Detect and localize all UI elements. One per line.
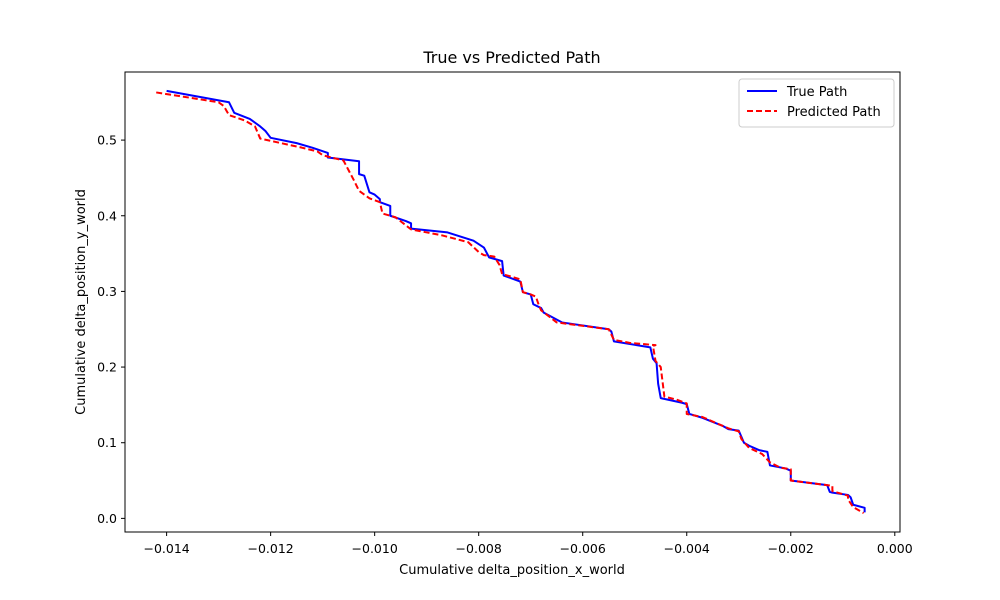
- y-tick-label: 0.5: [97, 133, 117, 148]
- x-tick-label: −0.002: [768, 541, 814, 556]
- y-tick-label: 0.3: [97, 284, 117, 299]
- y-tick-label: 0.1: [97, 435, 117, 450]
- legend-label-true-path: True Path: [786, 85, 847, 100]
- legend: True Path Predicted Path: [738, 78, 895, 128]
- plot-frame: [124, 71, 901, 533]
- plot-area: [125, 72, 900, 532]
- x-tick-label: −0.006: [560, 541, 606, 556]
- x-tick-label: 0.000: [877, 541, 913, 556]
- y-tick-label: 0.2: [97, 360, 117, 375]
- x-tick-label: −0.010: [352, 541, 398, 556]
- y-axis-label: Cumulative delta_position_y_world: [74, 189, 89, 415]
- x-tick-label: −0.008: [456, 541, 502, 556]
- legend-box: [738, 78, 895, 128]
- x-axis-label: Cumulative delta_position_x_world: [399, 563, 625, 578]
- y-tick-label: 0.0: [97, 511, 117, 526]
- series-layer: [156, 89, 866, 514]
- legend-label-predicted-path: Predicted Path: [787, 105, 881, 120]
- series-line-predicted-path: [156, 91, 865, 514]
- chart-title: True vs Predicted Path: [422, 48, 600, 67]
- x-tick-label: −0.014: [143, 541, 189, 556]
- y-tick-label: 0.4: [97, 208, 117, 223]
- ticks-layer: −0.014 −0.012 −0.010 −0.008 −0.006 −0.004 −0.0…: [97, 133, 913, 556]
- x-tick-label: −0.012: [248, 541, 294, 556]
- x-tick-label: −0.004: [664, 541, 710, 556]
